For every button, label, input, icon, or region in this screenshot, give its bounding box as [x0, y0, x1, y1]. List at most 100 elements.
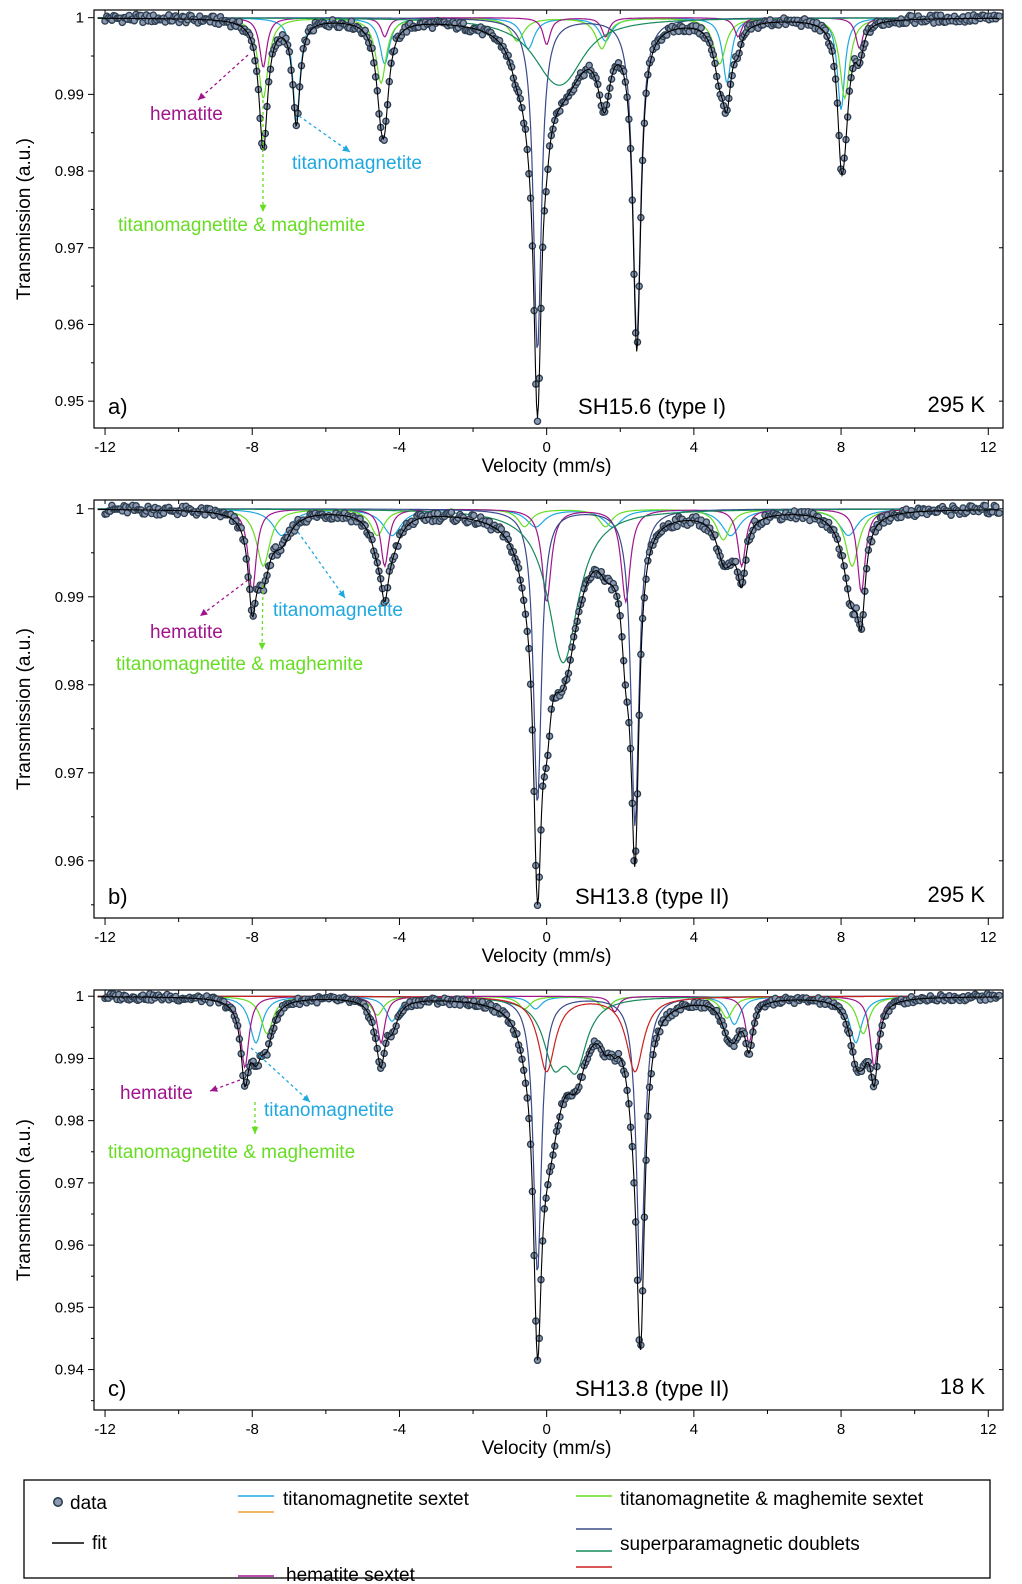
legend-superparamagnetic-label: superparamagnetic doublets: [620, 1534, 860, 1555]
legend-titanomagnetite-label: titanomagnetite sextet: [283, 1489, 470, 1510]
y-tick-label: 0.96: [55, 853, 84, 870]
data-points: [101, 990, 1004, 1365]
data-point: [730, 1042, 738, 1051]
y-tick-label: 0.97: [55, 240, 84, 257]
component-titanomaghemite: [97, 995, 1000, 1035]
annotation-arrowhead: [200, 608, 208, 616]
plot-frame: [93, 989, 1004, 1411]
data-point: [995, 509, 1004, 517]
data-point: [897, 513, 905, 522]
data-point: [995, 12, 1004, 20]
x-tick-label: -12: [94, 929, 116, 946]
x-axis-label: Velocity (mm/s): [482, 1438, 612, 1459]
y-tick-label: 0.96: [55, 316, 84, 333]
y-tick-label: 1: [76, 988, 84, 1005]
annotation-arrowhead: [342, 145, 350, 152]
plot-frame: [93, 9, 1004, 429]
x-tick-label: -8: [246, 439, 259, 456]
data-point: [947, 511, 955, 519]
x-tick-label: 12: [980, 1421, 997, 1438]
annotation-arrow: [197, 54, 249, 101]
component-titanomaghemite: [97, 508, 1000, 567]
annotation-arrowhead: [258, 642, 266, 650]
legend: data fit titanomagnetite sextet hematite…: [23, 1479, 991, 1584]
data-point: [232, 517, 240, 525]
annotation-arrowhead: [210, 1085, 218, 1092]
annotation-arrowhead: [259, 204, 267, 212]
annotation-label: titanomagnetite & maghemite: [118, 215, 365, 236]
x-tick-label: 8: [837, 929, 845, 946]
data-point: [347, 17, 356, 25]
x-tick-label: -4: [393, 439, 406, 456]
fit-curve: [97, 509, 1000, 905]
data-point: [235, 17, 244, 26]
y-tick-label: 0.95: [55, 1299, 84, 1316]
annotation-arrow: [297, 531, 346, 599]
y-tick-label: 0.97: [55, 1175, 84, 1192]
data-point: [992, 502, 1000, 511]
x-axis-label: Velocity (mm/s): [482, 946, 612, 967]
y-tick-label: 0.98: [55, 677, 84, 694]
y-tick-label: 1: [76, 10, 84, 27]
annotation-arrowhead: [338, 590, 345, 598]
x-tick-label: 0: [542, 1421, 550, 1438]
data-point: [697, 24, 705, 32]
x-tick-label: 4: [690, 929, 698, 946]
y-tick-label: 0.98: [55, 163, 84, 180]
y-tick-label: 0.95: [55, 393, 84, 410]
x-tick-label: 4: [690, 1421, 698, 1438]
y-tick-label: 0.99: [55, 86, 84, 103]
annotation-arrowhead: [302, 1094, 310, 1102]
panel-a-sh15-6-295k: -12 -8 -4 0 4 8 12 1 0.99 0.98 0.97 0.96 0.95 Velocit…: [14, 9, 1004, 477]
data-point: [936, 11, 945, 19]
temperature-label: 18 K: [940, 1374, 986, 1399]
x-tick-label: 8: [837, 1421, 845, 1438]
y-tick-label: 0.98: [55, 1113, 84, 1130]
plot-frame: [93, 499, 1004, 919]
sample-label: SH13.8 (type II): [575, 1376, 729, 1401]
annotation-label: titanomagnetite: [264, 1100, 394, 1121]
component-hematite: [97, 17, 1000, 68]
x-tick-label: -12: [94, 1421, 116, 1438]
x-tick-label: -12: [94, 439, 116, 456]
legend-data-marker: [52, 1497, 63, 1508]
y-axis-label: Transmission (a.u.): [14, 1119, 35, 1281]
panel-c-sh13-8-18k: -12 -8 -4 0 4 8 12 1 0.99 0.98 0.97 0.96 0.95 0.94 Vel…: [14, 988, 1004, 1459]
annotation-label: titanomagnetite & maghemite: [108, 1142, 355, 1163]
annotation-label: hematite: [120, 1083, 193, 1104]
x-axis-label: Velocity (mm/s): [482, 456, 612, 477]
annotation-label: titanomagnetite: [292, 153, 422, 174]
x-tick-label: 8: [837, 439, 845, 456]
fit-curve: [97, 17, 1000, 418]
x-tick-label: -8: [246, 1421, 259, 1438]
annotation-arrow: [261, 584, 264, 651]
x-tick-label: 12: [980, 929, 997, 946]
data-point: [731, 557, 740, 566]
data-point: [533, 417, 542, 426]
annotation-label: titanomagnetite: [273, 600, 403, 621]
x-tick-label: -8: [246, 929, 259, 946]
y-tick-label: 0.97: [55, 765, 84, 782]
component-sp_green: [97, 17, 1000, 86]
sample-label: SH13.8 (type II): [575, 884, 729, 909]
data-point: [361, 26, 369, 35]
legend-frame: [23, 1479, 991, 1579]
y-tick-label: 0.99: [55, 589, 84, 606]
component-titanomagnetite: [97, 995, 1000, 1044]
temperature-label: 295 K: [928, 392, 986, 417]
x-tick-label: 12: [980, 439, 997, 456]
y-tick-label: 0.94: [55, 1362, 84, 1379]
panel-label: a): [108, 394, 128, 419]
legend-data-label: data: [70, 1493, 107, 1514]
component-sp_red: [97, 995, 1000, 1073]
annotation-label: hematite: [150, 104, 223, 125]
component-hematite: [97, 995, 1000, 1070]
data-point: [614, 1049, 623, 1058]
component-sp_blue: [97, 17, 1000, 348]
x-tick-label: 0: [542, 929, 550, 946]
annotation-arrow: [298, 115, 351, 153]
y-axis-label: Transmission (a.u.): [14, 628, 35, 790]
y-axis-label: Transmission (a.u.): [14, 138, 35, 300]
fit-curve: [97, 996, 1000, 1361]
y-tick-label: 0.96: [55, 1237, 84, 1254]
